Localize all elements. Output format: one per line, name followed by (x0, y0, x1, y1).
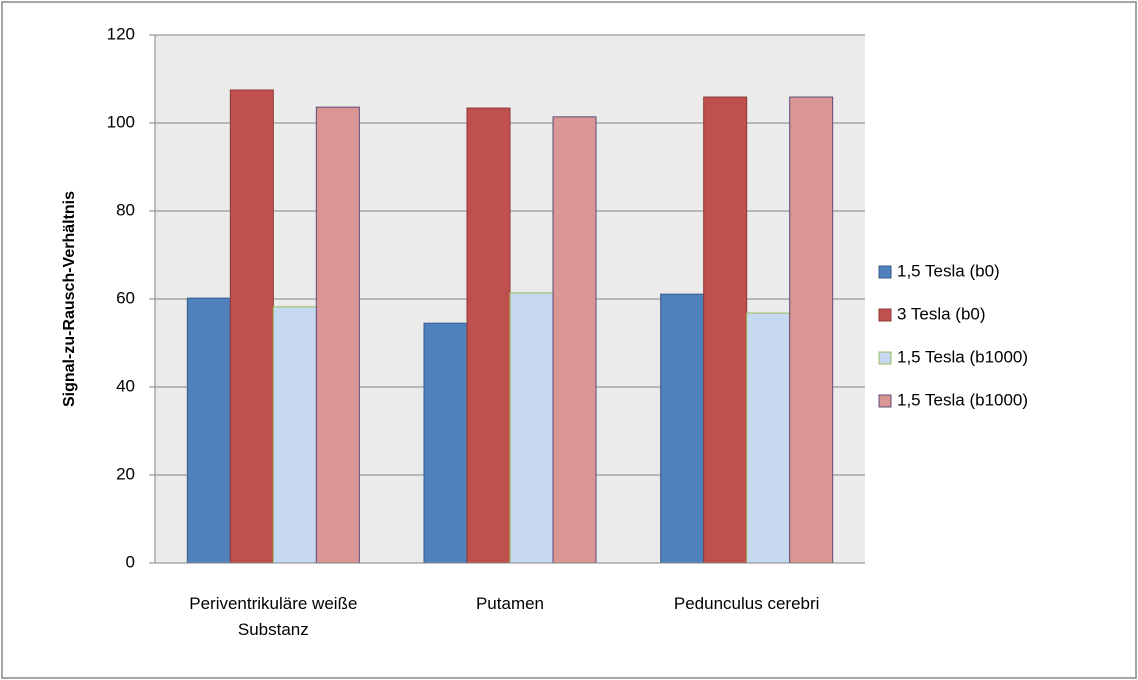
bar (789, 96, 834, 564)
y-tick-label: 0 (126, 552, 135, 571)
legend-swatch (878, 351, 892, 365)
bar (660, 293, 705, 564)
legend-label: 3 Tesla (b0) (897, 304, 986, 323)
bar (229, 89, 274, 564)
y-tick-label: 100 (107, 112, 135, 131)
legend-swatch (878, 265, 892, 279)
legend-swatch (878, 394, 892, 408)
y-tick-label: 40 (116, 376, 135, 395)
legend-label: 1,5 Tesla (b1000) (897, 390, 1028, 409)
bar (509, 292, 554, 564)
y-tick-label: 20 (116, 464, 135, 483)
bar (315, 106, 360, 564)
legend-label: 1,5 Tesla (b0) (897, 261, 1000, 280)
y-tick-label: 60 (116, 288, 135, 307)
y-tick-label: 120 (107, 24, 135, 43)
bar (423, 322, 468, 564)
bar (272, 306, 317, 564)
x-tick-label: Putamen (475, 594, 545, 613)
legend-label: 1,5 Tesla (b1000) (897, 347, 1028, 366)
legend-swatch (878, 308, 892, 322)
bar (466, 107, 511, 564)
bar (186, 297, 231, 564)
bar (746, 312, 791, 564)
bar (703, 96, 748, 564)
y-tick-label: 80 (116, 200, 135, 219)
x-tick-label: Pedunculus cerebri (673, 594, 820, 613)
bar (552, 116, 597, 564)
y-axis-title: Signal-zu-Rausch-Verhältnis (61, 191, 78, 407)
x-tick-label: Periventrikuläre weiße Substanz (189, 594, 358, 639)
